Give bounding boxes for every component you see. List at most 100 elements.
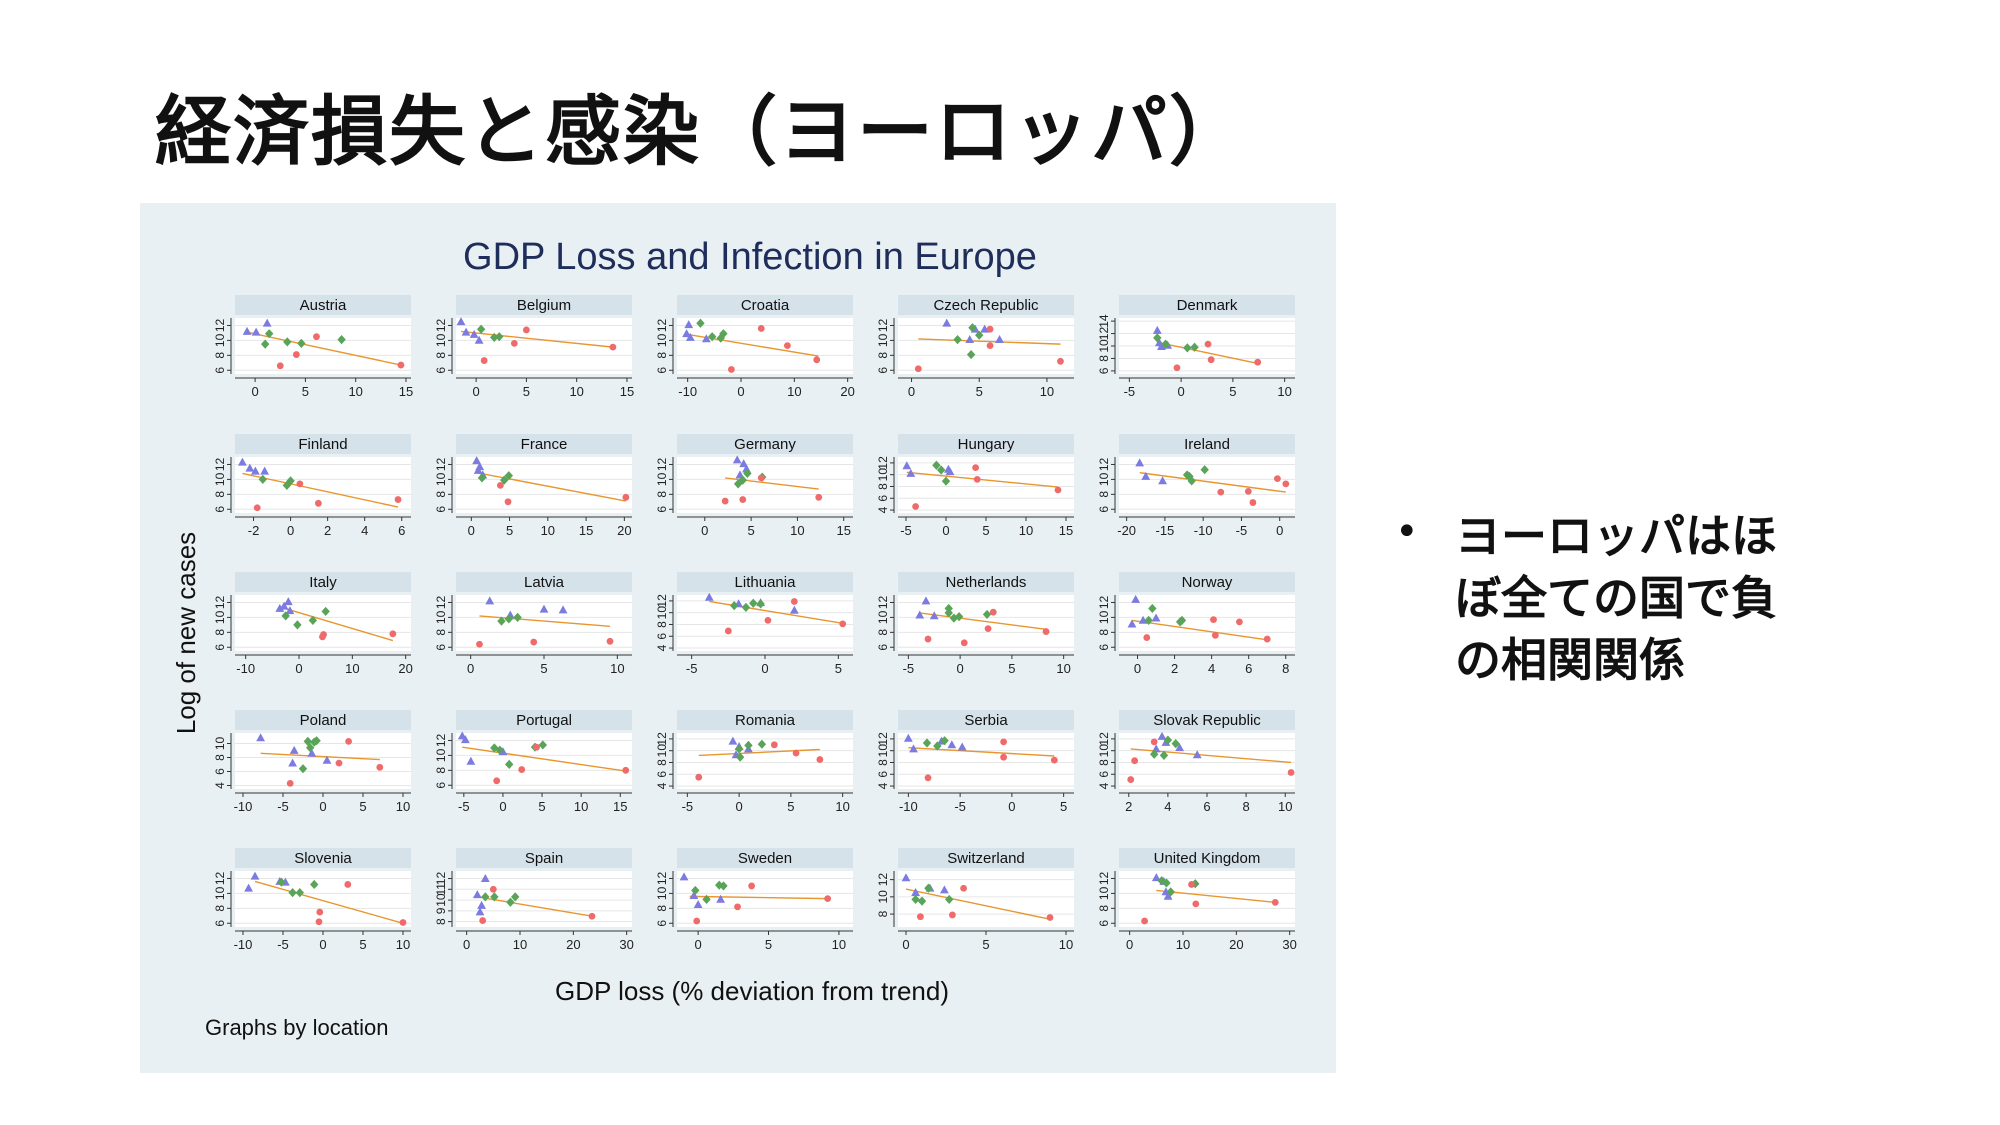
x-tick-label: 5 <box>976 384 983 399</box>
x-tick-label: -2 <box>248 523 260 538</box>
point-circle <box>1236 618 1243 625</box>
panel-title: Hungary <box>958 436 1015 453</box>
y-tick-label: 8 <box>1097 905 1111 912</box>
x-tick-label: 0 <box>736 799 743 814</box>
x-tick-label: -5 <box>458 799 470 814</box>
point-circle <box>1000 754 1007 761</box>
point-circle <box>1151 738 1158 745</box>
point-circle <box>915 365 922 372</box>
x-tick-label: 8 <box>1242 799 1249 814</box>
x-tick-label: 5 <box>1060 799 1067 814</box>
panel-title: Latvia <box>524 574 565 591</box>
x-tick-label: -5 <box>1124 384 1136 399</box>
point-circle <box>511 340 518 347</box>
x-tick-label: -15 <box>1156 523 1175 538</box>
point-circle <box>316 918 323 925</box>
point-circle <box>376 764 383 771</box>
y-tick-label: 4 <box>876 506 890 513</box>
point-circle <box>925 636 932 643</box>
panel-portugal: Portugal681012-5 0 5 10 15 <box>434 710 632 814</box>
x-tick-label: 10 <box>1176 937 1190 952</box>
y-tick-label: 10 <box>1097 472 1111 486</box>
x-tick-label: 5 <box>982 523 989 538</box>
y-tick-label: 8 <box>655 621 669 628</box>
point-circle <box>254 504 261 511</box>
y-tick-label: 12 <box>434 318 448 332</box>
plot-area <box>677 733 853 789</box>
x-tick-label: 0 <box>761 661 768 676</box>
y-tick-label: 8 <box>213 754 227 761</box>
panel-serbia: Serbia4681012-10 -5 0 5 <box>876 710 1074 814</box>
y-tick-label: 6 <box>655 506 669 513</box>
panel-title: France <box>521 436 568 453</box>
point-circle <box>1274 475 1281 482</box>
x-tick-label: 0 <box>499 799 506 814</box>
y-tick-label: 10 <box>655 472 669 486</box>
point-circle <box>1210 616 1217 623</box>
x-tick-label: 0 <box>957 661 964 676</box>
point-circle <box>293 351 300 358</box>
x-tick-label: 10 <box>1277 384 1291 399</box>
y-tick-label: 12 <box>655 732 669 746</box>
x-tick-label: -10 <box>1194 523 1213 538</box>
point-circle <box>1264 636 1271 643</box>
panel-title: Switzerland <box>947 850 1025 867</box>
x-tick-label: 10 <box>574 799 588 814</box>
point-circle <box>725 628 732 635</box>
y-tick-label: 6 <box>655 771 669 778</box>
point-circle <box>839 620 846 627</box>
x-tick-label: 10 <box>1019 523 1033 538</box>
point-circle <box>533 744 540 751</box>
point-circle <box>395 496 402 503</box>
panel-croatia: Croatia681012-10 0 10 20 <box>655 295 855 399</box>
panel-germany: Germany6810120 5 10 15 <box>655 434 853 538</box>
panel-title: Austria <box>300 297 347 314</box>
y-tick-label: 12 <box>876 873 890 887</box>
y-tick-label: 12 <box>1097 732 1111 746</box>
point-circle <box>728 366 735 373</box>
y-tick-label: 8 <box>1097 491 1111 498</box>
panel-romania: Romania4681012-5 0 5 10 <box>655 710 853 814</box>
panel-title: Denmark <box>1177 297 1238 314</box>
point-circle <box>336 760 343 767</box>
point-circle <box>1245 488 1252 495</box>
point-circle <box>505 498 512 505</box>
x-tick-label: 15 <box>613 799 627 814</box>
point-circle <box>1217 489 1224 496</box>
y-tick-label: 10 <box>1097 610 1111 624</box>
plot-area <box>898 318 1074 374</box>
point-circle <box>518 766 525 773</box>
x-tick-label: 10 <box>541 523 555 538</box>
point-circle <box>607 638 614 645</box>
y-tick-label: 12 <box>213 318 227 332</box>
plot-area <box>677 595 853 651</box>
point-circle <box>734 903 741 910</box>
y-tick-label: 6 <box>876 367 890 374</box>
panel-title: Finland <box>298 436 347 453</box>
panel-slovak-republic: Slovak Republic46810122 4 6 8 10 <box>1097 710 1295 814</box>
x-tick-label: 0 <box>463 937 470 952</box>
x-tick-label: -5 <box>277 799 289 814</box>
point-circle <box>622 494 629 501</box>
y-tick-label: 6 <box>876 771 890 778</box>
point-circle <box>987 326 994 333</box>
y-tick-label: 9 <box>434 907 448 914</box>
y-tick-label: 8 <box>434 918 448 925</box>
x-tick-label: -5 <box>1236 523 1248 538</box>
x-tick-label: 10 <box>610 661 624 676</box>
y-tick-label: 6 <box>1097 644 1111 651</box>
plot-area <box>677 318 853 374</box>
y-tick-label: 8 <box>655 352 669 359</box>
x-tick-label: -10 <box>234 937 253 952</box>
panel-title: Germany <box>734 436 796 453</box>
x-tick-label: 5 <box>302 384 309 399</box>
point-circle <box>481 357 488 364</box>
x-tick-label: 0 <box>1276 523 1283 538</box>
y-tick-label: 12 <box>876 732 890 746</box>
y-tick-label: 8 <box>434 767 448 774</box>
point-circle <box>739 496 746 503</box>
y-tick-label: 10 <box>213 737 227 751</box>
x-tick-label: -10 <box>899 799 918 814</box>
x-tick-label: 10 <box>396 799 410 814</box>
point-circle <box>1131 757 1138 764</box>
